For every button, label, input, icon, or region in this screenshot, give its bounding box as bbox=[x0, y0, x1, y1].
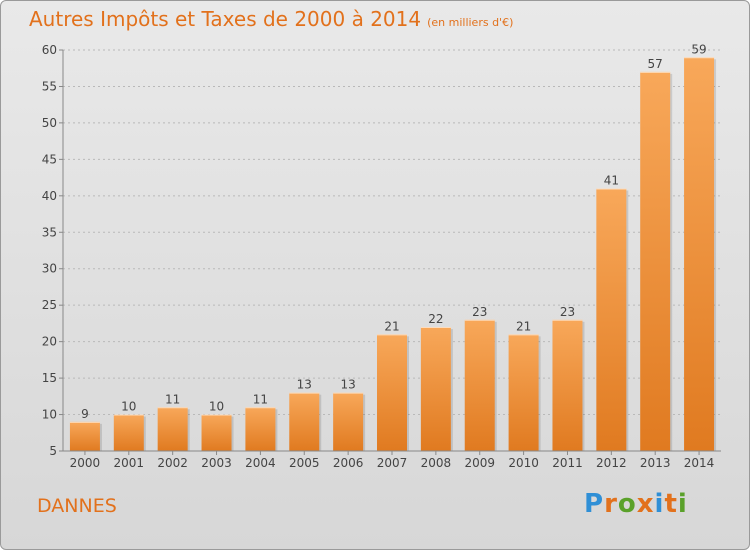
chart-title: Autres Impôts et Taxes de 2000 à 2014 (en… bbox=[29, 7, 513, 31]
data-label: 11 bbox=[253, 392, 268, 406]
x-tick-label: 2000 bbox=[70, 456, 101, 470]
logo-letter: o bbox=[617, 489, 637, 519]
y-tick-label: 35 bbox=[42, 225, 57, 239]
bar bbox=[333, 392, 364, 451]
data-label: 13 bbox=[297, 378, 312, 392]
y-tick-label: 40 bbox=[42, 189, 57, 203]
x-tick-label: 2005 bbox=[289, 456, 320, 470]
bar bbox=[684, 57, 715, 452]
x-tick-label: 2004 bbox=[245, 456, 276, 470]
data-label: 13 bbox=[340, 378, 355, 392]
logo-letter: i bbox=[677, 489, 688, 519]
x-tick-label: 2009 bbox=[464, 456, 495, 470]
commune-name: DANNES bbox=[37, 495, 117, 517]
data-label: 10 bbox=[121, 400, 136, 414]
logo-letter: i bbox=[654, 489, 665, 519]
y-tick-label: 60 bbox=[42, 43, 57, 57]
bars bbox=[69, 57, 717, 452]
bar bbox=[640, 71, 671, 451]
bar bbox=[420, 327, 451, 451]
data-label: 57 bbox=[648, 57, 663, 71]
data-label: 23 bbox=[472, 305, 487, 319]
y-tick-label: 45 bbox=[42, 152, 57, 166]
bar bbox=[596, 188, 627, 451]
y-tick-label: 25 bbox=[42, 298, 57, 312]
chart-title-text: Autres Impôts et Taxes de 2000 à 2014 bbox=[29, 7, 422, 31]
x-tick-label: 2002 bbox=[157, 456, 188, 470]
x-tick-label: 2013 bbox=[640, 456, 671, 470]
x-tick-label: 2010 bbox=[508, 456, 539, 470]
labels: 5 10 15 20 25 30 35 40 45 50 55 60 9 2000 10 2001 11 2002… bbox=[42, 42, 715, 470]
axes bbox=[59, 49, 721, 455]
x-tick-label: 2008 bbox=[421, 456, 452, 470]
data-label: 22 bbox=[428, 312, 443, 326]
data-label: 21 bbox=[516, 319, 531, 333]
data-label: 41 bbox=[604, 174, 619, 188]
bar bbox=[69, 421, 100, 451]
y-tick-label: 50 bbox=[42, 116, 57, 130]
bar bbox=[508, 334, 539, 451]
logo-letter: r bbox=[604, 489, 618, 519]
bar bbox=[464, 319, 495, 451]
data-label: 10 bbox=[209, 400, 224, 414]
data-label: 9 bbox=[81, 407, 89, 421]
x-tick-label: 2014 bbox=[684, 456, 715, 470]
y-tick-label: 10 bbox=[42, 408, 57, 422]
proxiti-logo: Proxiti bbox=[584, 489, 688, 519]
logo-letter: t bbox=[664, 489, 678, 519]
data-label: 23 bbox=[560, 305, 575, 319]
x-tick-label: 2006 bbox=[333, 456, 364, 470]
bar bbox=[552, 319, 583, 451]
x-tick-label: 2007 bbox=[377, 456, 408, 470]
x-tick-label: 2003 bbox=[201, 456, 232, 470]
bar bbox=[377, 334, 407, 451]
data-label: 59 bbox=[691, 42, 706, 56]
y-tick-label: 20 bbox=[42, 335, 57, 349]
bar bbox=[289, 392, 320, 451]
y-tick-label: 15 bbox=[42, 371, 57, 385]
x-tick-label: 2001 bbox=[114, 456, 145, 470]
bar bbox=[157, 407, 188, 451]
data-label: 11 bbox=[165, 392, 180, 406]
chart-subtitle: (en milliers d'€) bbox=[427, 16, 514, 29]
logo-letter: x bbox=[636, 489, 655, 519]
bar bbox=[245, 407, 276, 451]
x-tick-label: 2011 bbox=[552, 456, 583, 470]
x-tick-label: 2012 bbox=[596, 456, 627, 470]
y-tick-label: 55 bbox=[42, 79, 57, 93]
logo-letter: P bbox=[584, 489, 605, 519]
bar bbox=[201, 414, 232, 451]
data-label: 21 bbox=[384, 319, 399, 333]
y-tick-label: 5 bbox=[49, 444, 57, 458]
y-tick-label: 30 bbox=[42, 262, 57, 276]
bar bbox=[113, 414, 144, 451]
